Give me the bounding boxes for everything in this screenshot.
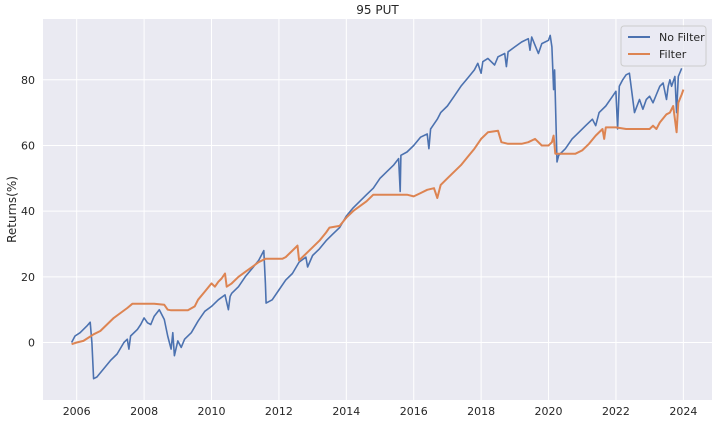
series-line-filter: [71, 89, 685, 346]
x-tick-label: 2014: [332, 405, 360, 418]
x-tick-label: 2012: [265, 405, 293, 418]
chart-title: 95 PUT: [356, 3, 399, 17]
x-tick-label: 2022: [602, 405, 630, 418]
x-tick-label: 2018: [467, 405, 495, 418]
y-tick-label: 0: [28, 337, 35, 350]
legend: No Filter Filter: [620, 25, 707, 67]
y-tick-label: 60: [21, 139, 35, 152]
series-layer: [70, 34, 685, 380]
y-axis-ticks: 0 20 40 60 80: [21, 74, 35, 350]
y-tick-label: 20: [21, 271, 35, 284]
plot-area: [43, 19, 712, 400]
legend-label-filter: Filter: [659, 48, 687, 61]
y-tick-label: 80: [21, 74, 35, 87]
x-tick-label: 2016: [400, 405, 428, 418]
x-tick-label: 2024: [669, 405, 697, 418]
x-tick-label: 2010: [198, 405, 226, 418]
x-tick-label: 2008: [130, 405, 158, 418]
vertical-gridlines: [76, 19, 684, 400]
x-axis-ticks: 2006 2008 2010 2012 2014 2016 2018 2020 2022 2024: [63, 405, 698, 418]
x-tick-label: 2020: [535, 405, 563, 418]
horizontal-gridlines: [43, 79, 712, 344]
legend-label-no-filter: No Filter: [659, 31, 705, 44]
y-axis-label: Returns(%): [5, 176, 19, 243]
y-tick-label: 40: [21, 205, 35, 218]
x-tick-label: 2006: [63, 405, 91, 418]
series-line-no-filter: [70, 34, 683, 380]
